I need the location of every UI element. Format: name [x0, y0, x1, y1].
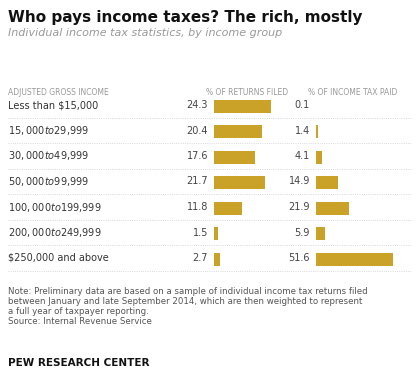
Text: Who pays income taxes? The rich, mostly: Who pays income taxes? The rich, mostly — [8, 10, 362, 25]
Bar — [214, 227, 218, 240]
Text: 51.6: 51.6 — [289, 253, 310, 263]
Text: 5.9: 5.9 — [294, 228, 310, 238]
Text: a full year of taxpayer reporting.: a full year of taxpayer reporting. — [8, 307, 149, 317]
Text: ADJUSTED GROSS INCOME: ADJUSTED GROSS INCOME — [8, 88, 109, 97]
Bar — [214, 150, 255, 163]
Bar — [214, 201, 242, 214]
Text: % OF INCOME TAX PAID: % OF INCOME TAX PAID — [308, 88, 397, 97]
Bar — [316, 125, 318, 138]
Text: $250,000 and above: $250,000 and above — [8, 253, 109, 263]
Text: $100,000 to $199,999: $100,000 to $199,999 — [8, 201, 102, 214]
Bar — [316, 201, 349, 214]
Text: Note: Preliminary data are based on a sample of individual income tax returns fi: Note: Preliminary data are based on a sa… — [8, 288, 368, 296]
Text: PEW RESEARCH CENTER: PEW RESEARCH CENTER — [8, 358, 150, 368]
Text: % OF RETURNS FILED: % OF RETURNS FILED — [206, 88, 288, 97]
Bar — [214, 125, 262, 138]
Text: 21.9: 21.9 — [289, 202, 310, 212]
Bar — [316, 252, 394, 266]
Bar — [214, 100, 271, 112]
Text: 24.3: 24.3 — [186, 100, 208, 110]
Text: Source: Internal Revenue Service: Source: Internal Revenue Service — [8, 318, 152, 326]
Text: 1.5: 1.5 — [193, 228, 208, 238]
Text: 4.1: 4.1 — [295, 151, 310, 161]
Bar — [214, 176, 265, 189]
Bar — [316, 227, 325, 240]
Text: 1.4: 1.4 — [295, 125, 310, 136]
Text: $50,000 to $99,999: $50,000 to $99,999 — [8, 175, 89, 188]
Text: $200,000 to $249,999: $200,000 to $249,999 — [8, 226, 102, 239]
Text: 2.7: 2.7 — [192, 253, 208, 263]
Bar — [214, 252, 221, 266]
Text: between January and late September 2014, which are then weighted to represent: between January and late September 2014,… — [8, 298, 362, 307]
Text: $15,000 to $29,999: $15,000 to $29,999 — [8, 124, 89, 137]
Text: Individual income tax statistics, by income group: Individual income tax statistics, by inc… — [8, 28, 282, 38]
Bar — [316, 150, 322, 163]
Text: 21.7: 21.7 — [186, 176, 208, 187]
Text: 17.6: 17.6 — [186, 151, 208, 161]
Text: 0.1: 0.1 — [295, 100, 310, 110]
Text: Less than $15,000: Less than $15,000 — [8, 100, 98, 110]
Text: $30,000 to $49,999: $30,000 to $49,999 — [8, 149, 89, 163]
Text: 20.4: 20.4 — [186, 125, 208, 136]
Text: 11.8: 11.8 — [186, 202, 208, 212]
Bar — [316, 176, 339, 189]
Text: 14.9: 14.9 — [289, 176, 310, 187]
